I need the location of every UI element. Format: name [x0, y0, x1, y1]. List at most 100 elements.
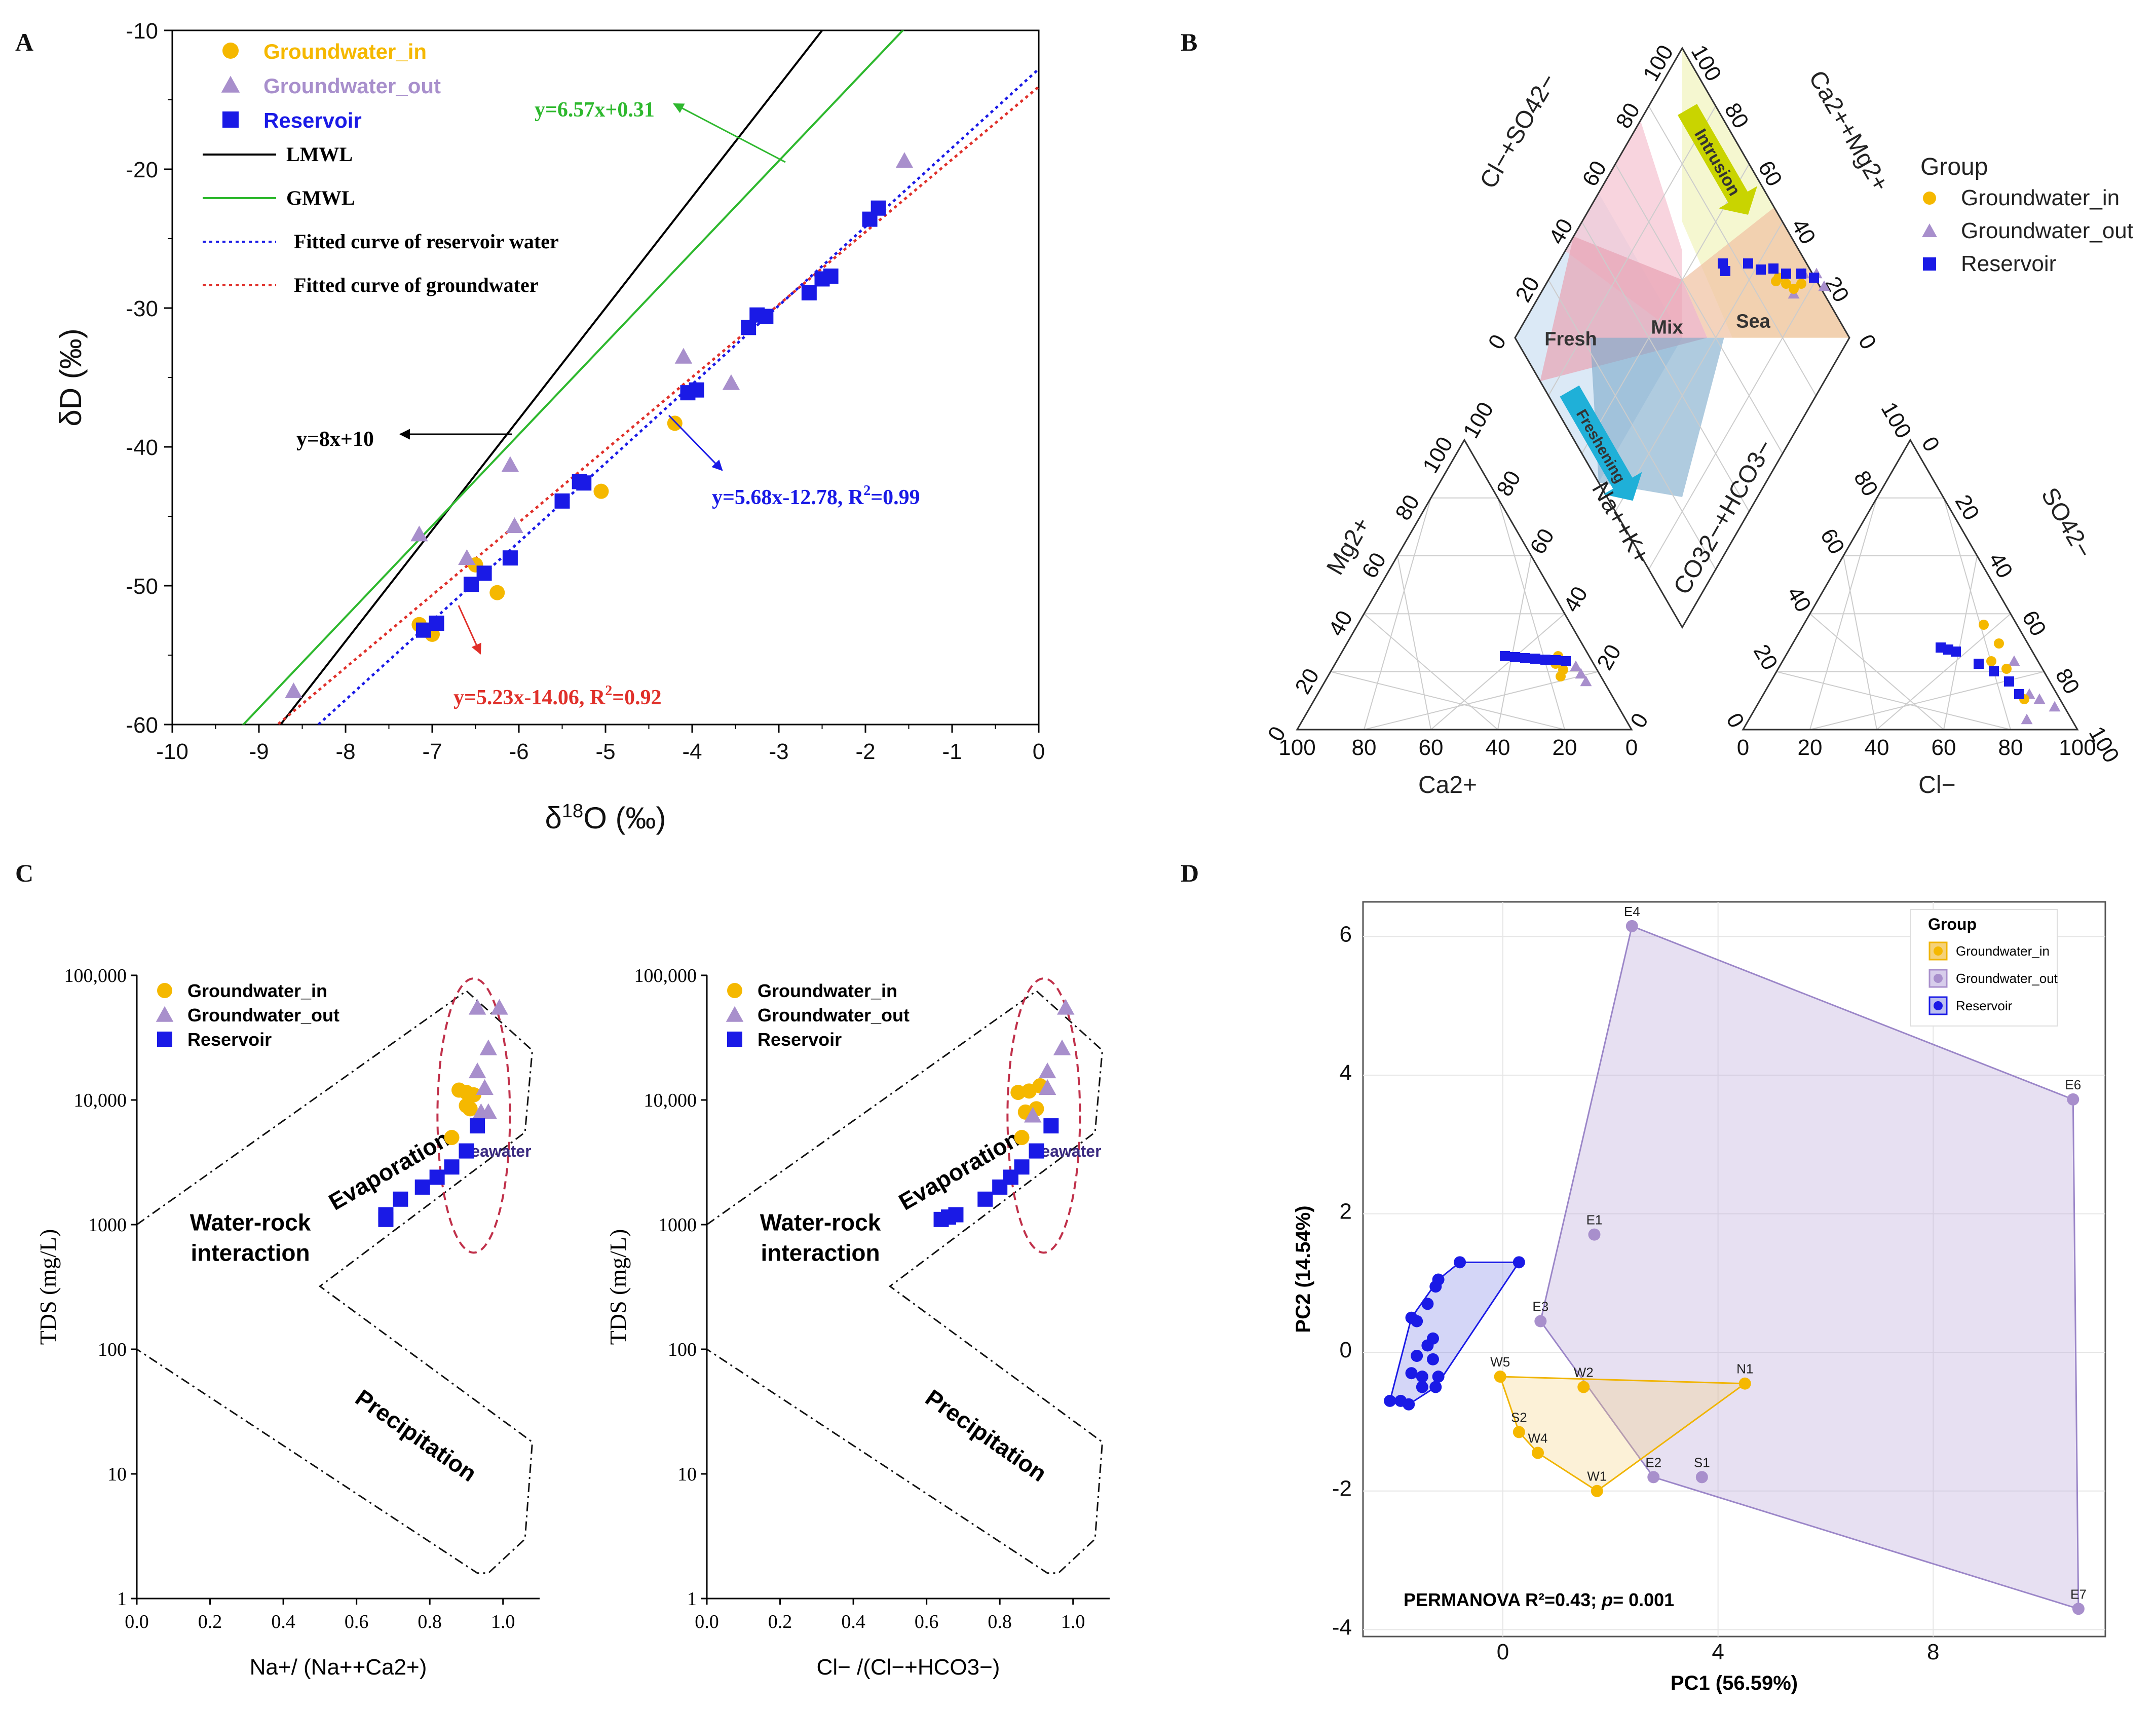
- legend-marker: [726, 1006, 744, 1022]
- point-groundwater_in: [444, 1130, 460, 1146]
- point-groundwater_out: [1053, 1039, 1071, 1055]
- point-label: E2: [1645, 1455, 1661, 1470]
- x-tick-label: 4: [1712, 1640, 1724, 1664]
- point-reservoir: [758, 309, 774, 324]
- legend-marker: [1922, 223, 1937, 237]
- y-tick-label: 6: [1340, 922, 1352, 946]
- legend-label: Fitted curve of groundwater: [294, 274, 539, 296]
- y-tick-label: 100: [98, 1339, 127, 1360]
- left-side-tick: 40: [1323, 606, 1357, 640]
- right-bottom-tick: 80: [1998, 735, 2023, 760]
- y-tick-label: 100: [668, 1339, 697, 1360]
- x-tick-label: -9: [249, 739, 269, 764]
- left-bottom-tick: 100: [1278, 735, 1315, 760]
- arrow-groundwater-fit: [458, 605, 481, 655]
- point-reservoir: [1416, 1381, 1428, 1393]
- point-groundwater_out: [1534, 1315, 1547, 1327]
- point-label: E3: [1532, 1299, 1548, 1314]
- x-tick-label: 8: [1927, 1640, 1939, 1664]
- legend-label: Groundwater_in: [263, 40, 427, 63]
- point-groundwater_out: [501, 456, 519, 472]
- piper-point-groundwater_in: [1771, 276, 1781, 286]
- axis-ca: Ca2+: [1418, 772, 1477, 799]
- point-groundwater_out: [2067, 1093, 2079, 1106]
- right-side-tick: 20: [1950, 490, 1984, 524]
- piper-point-groundwater_out: [1580, 675, 1592, 687]
- permanova-annotation: PERMANOVA R²=0.43; p= 0.001: [1404, 1589, 1674, 1610]
- right-bottom-tick: 40: [1865, 735, 1889, 760]
- point-groundwater_out: [285, 682, 302, 699]
- line-fitted-curve-of-groundwater: [276, 86, 1039, 725]
- panel-c-left-gibbs-plot: 1 10 100 1000 10,000 100,000 0.0 0.2 0.4 0.6 0.8 1.…: [35, 965, 540, 1680]
- grid-line: [1497, 555, 1532, 730]
- grid-line: [1397, 555, 1431, 730]
- point-reservoir: [576, 475, 592, 491]
- x-axis-label: Na+/ (Na++Ca2+): [250, 1655, 427, 1680]
- axis-so4: SO42−: [2036, 483, 2097, 563]
- right-bottom-tick: 20: [1798, 735, 1823, 760]
- y-tick-label: 100,000: [634, 965, 697, 986]
- x-tick-label: 0.2: [198, 1611, 222, 1632]
- x-tick-label: -10: [156, 739, 188, 764]
- piper-point-reservoir: [1989, 666, 1999, 676]
- piper-point-reservoir: [1530, 654, 1540, 664]
- left-side-tick: 100: [1418, 433, 1458, 477]
- legend-marker: [1923, 192, 1936, 205]
- arrow-gmwl: [673, 103, 786, 163]
- piper-point-groundwater_in: [1789, 284, 1799, 294]
- legend-marker: [156, 1006, 174, 1022]
- point-reservoir: [415, 622, 431, 638]
- y-axis-label: TDS (mg/L): [605, 1229, 631, 1345]
- legend-label: Groundwater_in: [1961, 185, 2120, 210]
- point-groundwater_out: [479, 1103, 498, 1119]
- legend-label: Reservoir: [1956, 998, 2013, 1013]
- piper-point-reservoir: [1809, 273, 1819, 283]
- y-tick-label: 100,000: [64, 965, 127, 986]
- grid-line: [1581, 164, 1750, 454]
- legend-label: Reservoir: [1961, 251, 2056, 276]
- legend-label: Groundwater_in: [1956, 943, 2050, 959]
- right-side-tick: 100: [2084, 723, 2124, 767]
- right-bottom-tick: 0: [1737, 735, 1749, 760]
- point-groundwater_in: [466, 1087, 481, 1103]
- point-reservoir: [801, 285, 817, 300]
- axis-ca-mg: Ca2++Mg2+: [1803, 66, 1894, 196]
- piper-point-reservoir: [1550, 655, 1561, 665]
- piper-point-reservoir: [1540, 655, 1550, 665]
- point-groundwater_in: [1512, 1426, 1525, 1438]
- point-groundwater_out: [722, 374, 740, 390]
- superscript: 2: [863, 483, 871, 499]
- line-lmwl: [279, 30, 824, 725]
- superscript: 2: [605, 683, 612, 699]
- equation-tail: =0.92: [612, 686, 661, 709]
- point-reservoir: [977, 1191, 993, 1207]
- legend-label: Groundwater_in: [187, 980, 327, 1001]
- x-tick-label: -4: [682, 739, 702, 764]
- panel-a-y-axis-label: δD (‰): [54, 328, 88, 426]
- y-tick-label: 1000: [88, 1214, 127, 1236]
- point-groundwater_out: [476, 1079, 494, 1095]
- point-label: E4: [1624, 904, 1640, 919]
- piper-point-reservoir: [1796, 269, 1806, 279]
- x-tick-label: 0.6: [915, 1611, 939, 1632]
- legend-label: Reservoir: [263, 108, 362, 132]
- x-axis-label: PC1 (56.59%): [1671, 1672, 1798, 1694]
- right-inner-tick: 100: [1876, 398, 1916, 442]
- point-reservoir: [378, 1207, 394, 1223]
- left-side-tick: 60: [1357, 549, 1391, 583]
- x-tick-label: -7: [422, 739, 442, 764]
- x-tick-label: 1.0: [491, 1611, 515, 1632]
- point-reservoir: [459, 1143, 474, 1159]
- y-tick-label: -30: [126, 296, 158, 321]
- y-tick-label: -10: [126, 19, 158, 44]
- permanova-p: p: [1601, 1589, 1613, 1610]
- point-groundwater_in: [1532, 1447, 1544, 1459]
- point-reservoir: [444, 1159, 460, 1175]
- y-tick-label: 1: [687, 1588, 697, 1610]
- x-tick-label: 0.2: [768, 1611, 792, 1632]
- left-bottom-tick: 0: [1625, 735, 1638, 760]
- point-reservoir: [1405, 1367, 1418, 1380]
- legend-label: Fitted curve of reservoir water: [294, 230, 559, 253]
- line-gmwl: [242, 30, 904, 725]
- y-tick-label: -20: [126, 158, 158, 182]
